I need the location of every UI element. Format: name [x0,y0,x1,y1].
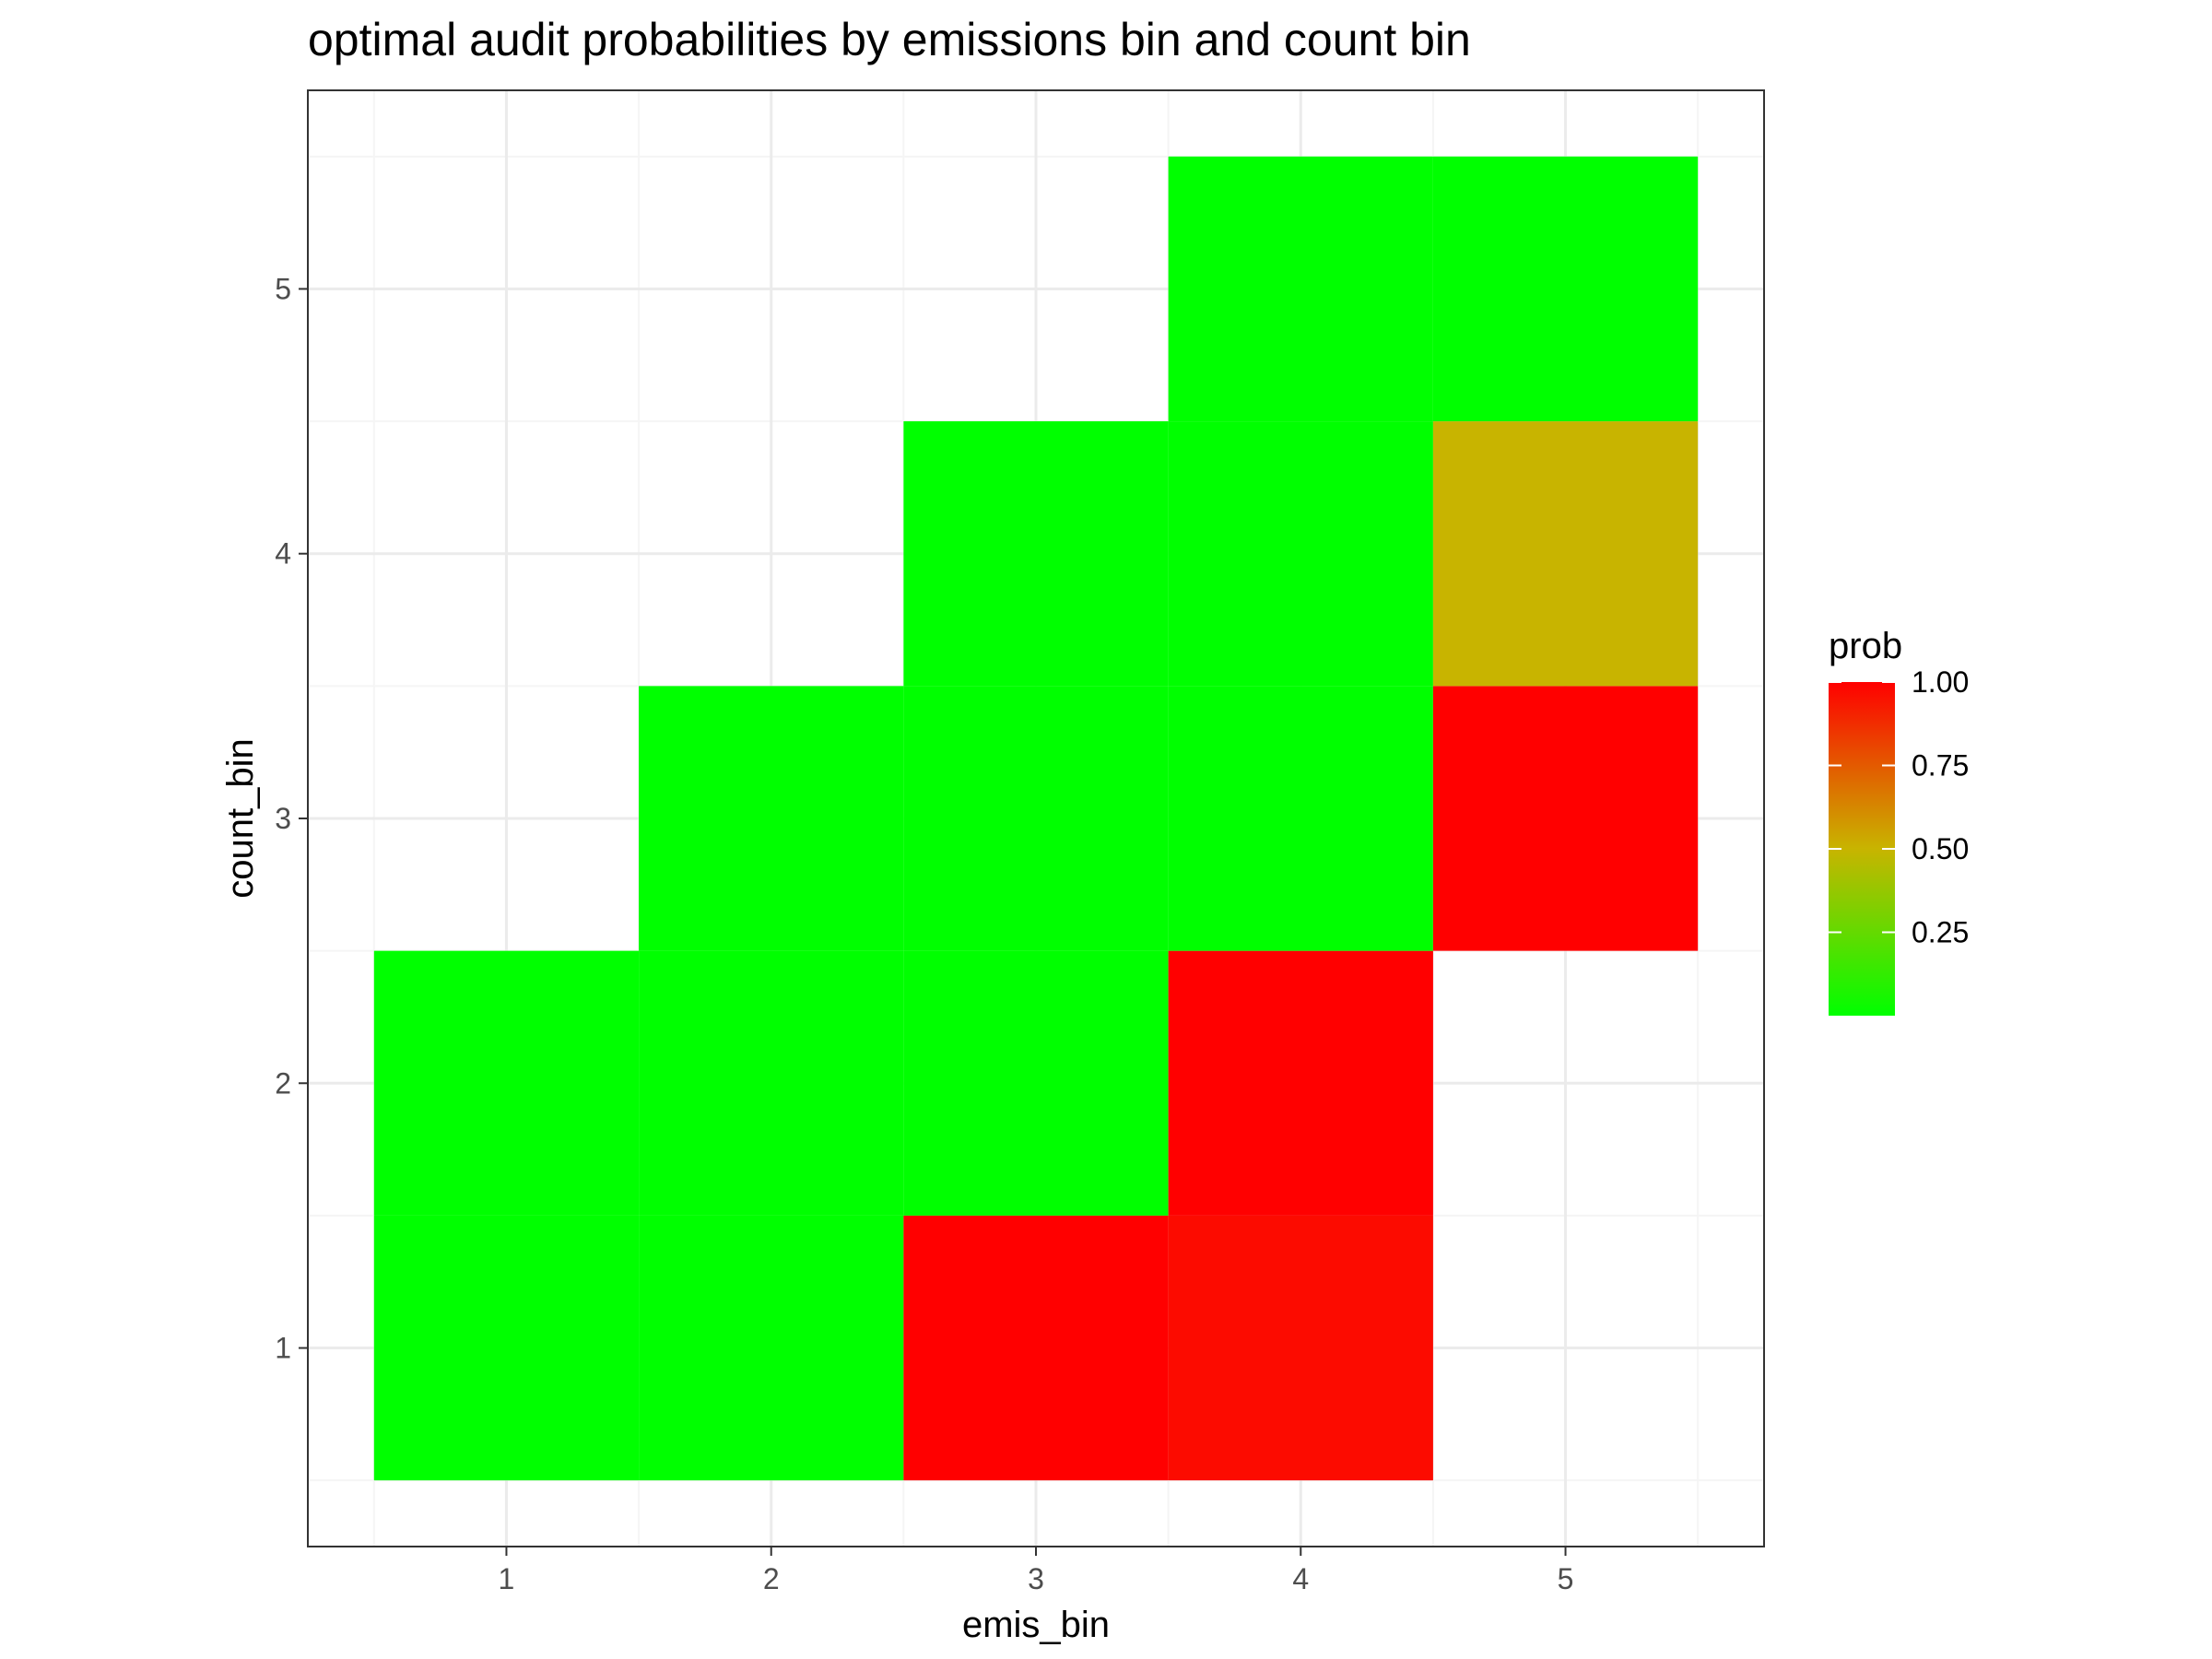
heatmap-cell-x4-y4 [1168,421,1433,687]
color-legend: prob 1.00 0.75 0.50 0.25 [1829,626,1969,1016]
legend-tick-label: 0.50 [1912,832,1969,865]
heatmap-cell-x4-y3 [1168,686,1433,951]
heatmap-cell-x3-y4 [903,421,1169,687]
y-tick-label: 5 [275,272,291,305]
heatmap-cell-x2-y2 [639,950,904,1216]
heatmap-cell-x1-y1 [373,1215,640,1481]
y-axis-ticks: 1 2 3 4 5 [275,272,308,1365]
y-tick-label: 1 [275,1332,291,1365]
heatmap-cell-x2-y1 [639,1215,904,1481]
heatmap-cell-x5-y3 [1432,686,1699,951]
chart-title: optimal audit probabilities by emissions… [308,14,1471,65]
x-axis-title: emis_bin [962,1605,1110,1645]
heatmap-cell-x4-y2 [1168,950,1433,1216]
heatmap-cell-x1-y2 [373,950,640,1216]
legend-ticks: 1.00 0.75 0.50 0.25 [1829,665,1969,949]
heatmap-cell-x3-y3 [903,686,1169,951]
x-tick-label: 2 [763,1562,780,1595]
x-tick-label: 4 [1292,1562,1309,1595]
x-axis-ticks: 1 2 3 4 5 [499,1547,1574,1595]
heatmap-cell-x3-y1 [903,1215,1169,1481]
y-tick-label: 2 [275,1066,291,1100]
heatmap-cells [373,156,1699,1481]
x-tick-label: 3 [1028,1562,1044,1595]
y-tick-label: 3 [275,802,291,835]
legend-tick-label: 0.75 [1912,749,1969,782]
heatmap-cell-x2-y3 [639,686,904,951]
legend-tick-label: 0.25 [1912,916,1969,949]
y-axis-title: count_bin [220,738,261,898]
legend-tick-label: 1.00 [1912,665,1969,699]
x-tick-label: 1 [499,1562,515,1595]
heatmap-cell-x5-y5 [1432,156,1699,422]
heatmap-cell-x3-y2 [903,950,1169,1216]
y-tick-label: 4 [275,537,291,571]
heatmap-cell-x4-y1 [1168,1215,1433,1481]
x-tick-label: 5 [1558,1562,1574,1595]
heatmap-cell-x5-y4 [1432,421,1699,687]
heatmap-cell-x4-y5 [1168,156,1433,422]
legend-title: prob [1829,626,1902,666]
